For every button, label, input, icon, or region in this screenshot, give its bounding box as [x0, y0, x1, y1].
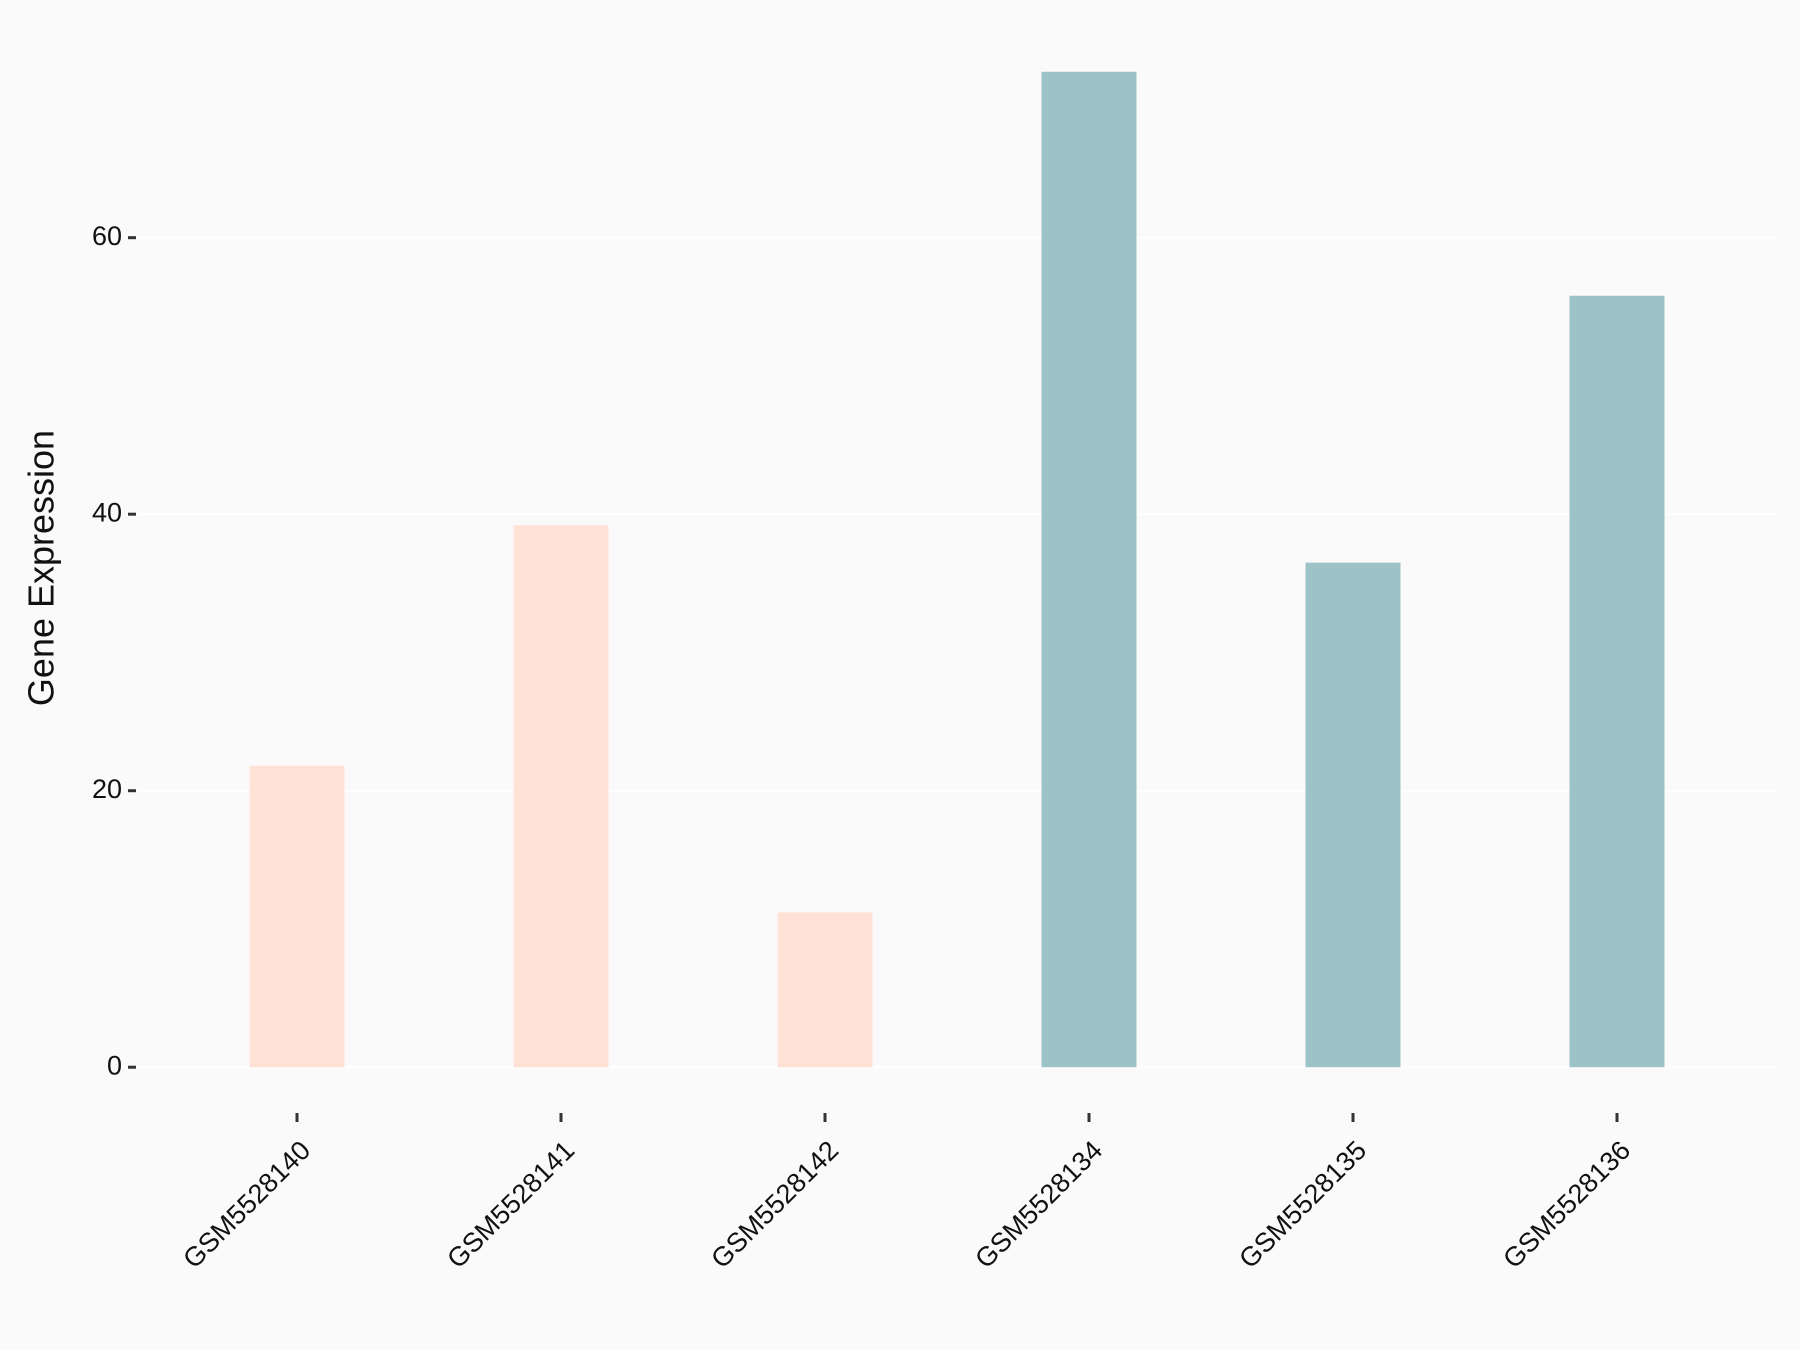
bar	[249, 765, 345, 1068]
bar	[513, 525, 609, 1068]
bar	[1041, 71, 1137, 1068]
y-tick-label: 60	[92, 221, 122, 251]
bar	[1569, 295, 1665, 1068]
bar	[777, 912, 873, 1068]
y-tick-label: 40	[92, 497, 122, 527]
y-axis-title: Gene Expression	[21, 430, 62, 706]
bar	[1305, 562, 1401, 1068]
y-tick-label: 20	[92, 774, 122, 804]
y-tick-label: 0	[107, 1050, 122, 1080]
